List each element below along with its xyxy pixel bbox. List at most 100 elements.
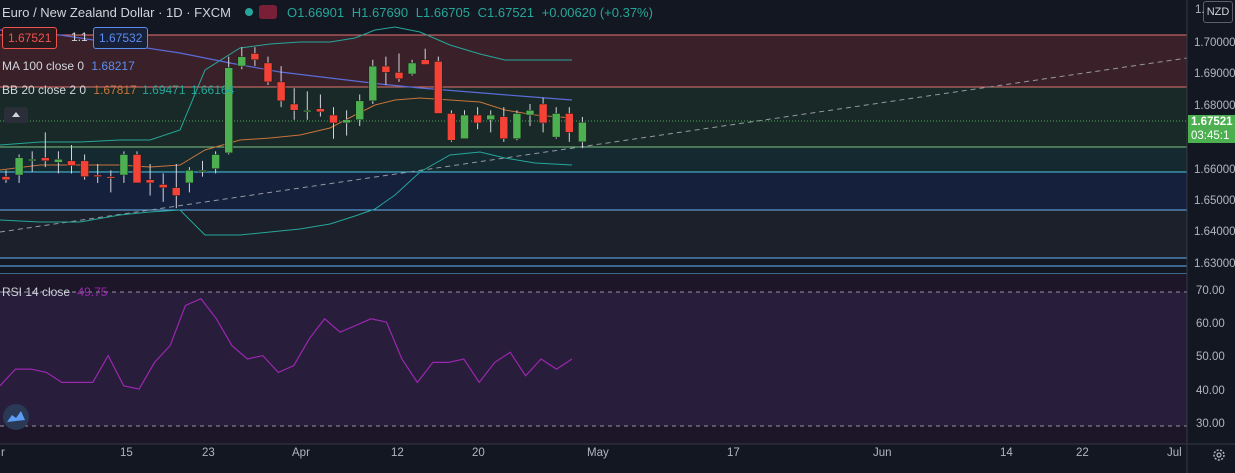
trend-line[interactable] [0,57,1188,233]
price-tick: 1. [1195,4,1205,16]
rsi-line [0,297,573,390]
time-tick: 22 [1076,447,1089,459]
rsi-tick: 50.00 [1196,351,1225,363]
ma-label: MA 100 close 0 [2,59,85,73]
candle-up [460,114,469,139]
grey-zone [0,210,1187,258]
candle-down [276,81,286,102]
high-value: H1.67690 [351,4,409,20]
candle-up [355,100,364,121]
bb-label: BB 20 close 2 0 [2,83,87,97]
candle-down [67,160,76,166]
candle-up [185,170,194,184]
time-tick: 14 [1000,447,1013,459]
candle-down [316,108,325,113]
candle-down [447,113,456,141]
bb-basis-value: 1.67817 [93,83,137,97]
rsi-label: RSI 14 close [2,285,71,299]
candle-up [551,113,561,138]
market-status[interactable] [245,5,278,19]
candle-down [499,116,509,139]
currency-selector[interactable]: NZD [1203,1,1233,23]
bb-upper-band [0,26,572,146]
candle-up [14,157,24,176]
price-tick: 1.63000 [1194,258,1235,270]
candle-up [525,110,535,116]
time-tick: May [587,447,609,459]
candle-down [41,157,50,162]
candle-down [289,103,299,111]
symbol-title[interactable]: Euro / New Zealand Dollar · 1D · FXCM [2,4,232,20]
candle-up [224,67,233,154]
candle-down [145,179,155,184]
teal-zone [0,147,1187,172]
time-tick: 23 [202,447,215,459]
rsi-pane-bg [0,274,1187,444]
bb-lower-value: 1.66164 [190,83,235,97]
change-value: +0.00620 (+0.37%) [541,4,653,20]
candle-up [368,65,378,102]
ohlc-values: O1.66901 H1.67690 L1.66705 C1.67521 +0.0… [287,5,657,20]
rsi-legend[interactable]: RSI 14 close 49.75 [2,285,107,299]
candle-down [132,154,142,184]
status-dot-icon [245,8,254,16]
candle-up [27,158,37,162]
price-tick: 1.66000 [1194,164,1235,176]
candle-up [119,154,129,176]
candle-up [342,119,351,124]
chevron-up-icon [12,112,20,117]
candle-up [578,122,587,143]
low-value: L1.66705 [415,4,470,20]
candle-down [473,114,482,124]
ma-legend[interactable]: MA 100 close 0 1.68217 [2,59,135,73]
rsi-tick: 70.00 [1196,285,1225,297]
time-tick: Jul [1167,447,1182,459]
candle-up [54,158,63,163]
bb-upper-value: 1.69471 [142,83,186,97]
rsi-tick: 60.00 [1196,318,1225,330]
candle-down [565,113,574,133]
gear-icon[interactable] [1211,447,1227,463]
time-tick: 17 [727,447,740,459]
countdown-badge: 03:45:1 [1188,129,1235,143]
candle-up [407,62,417,75]
candle-down [434,61,443,114]
collapse-legend-button[interactable] [4,107,28,123]
price-tick: 1.64000 [1194,226,1235,238]
candle-down [80,160,89,177]
candle-down [263,62,273,83]
rsi-tick: 30.00 [1196,418,1225,430]
candle-down [172,187,181,196]
time-tick: 15 [120,447,133,459]
price-tick: 1.69000 [1194,68,1235,80]
candle-up [211,154,220,169]
candle-up [303,110,312,113]
sell-button[interactable]: 1.67521 [2,27,58,49]
candle-down [381,65,391,73]
bb-lower-band [0,151,573,236]
green-zone [0,87,1187,147]
close-value: C1.67521 [477,4,535,20]
candle-up [486,114,495,121]
candle-down [250,53,260,61]
blue-zone [0,172,1187,210]
last-price-badge: 1.67521 [1188,115,1235,129]
time-tick: r [1,447,5,459]
candle-down [93,174,102,177]
legend-header: Euro / New Zealand Dollar · 1D · FXCM O1… [0,2,657,22]
buy-button[interactable]: 1.67532 [93,27,149,49]
candles-group [1,47,587,209]
candle-down [420,59,430,65]
tradingview-logo[interactable] [3,404,29,430]
time-tick: Jun [873,447,892,459]
rsi-tick: 40.00 [1196,385,1225,397]
open-value: O1.66901 [287,4,345,20]
price-tick: 1.68000 [1194,100,1235,112]
candle-down [106,176,116,179]
bb-legend[interactable]: BB 20 close 2 0 1.67817 1.69471 1.66164 [2,83,234,97]
spread-value: 1.1 [71,30,88,44]
time-tick: 20 [472,447,485,459]
price-tick: 1.65000 [1194,195,1235,207]
candle-up [237,56,247,67]
